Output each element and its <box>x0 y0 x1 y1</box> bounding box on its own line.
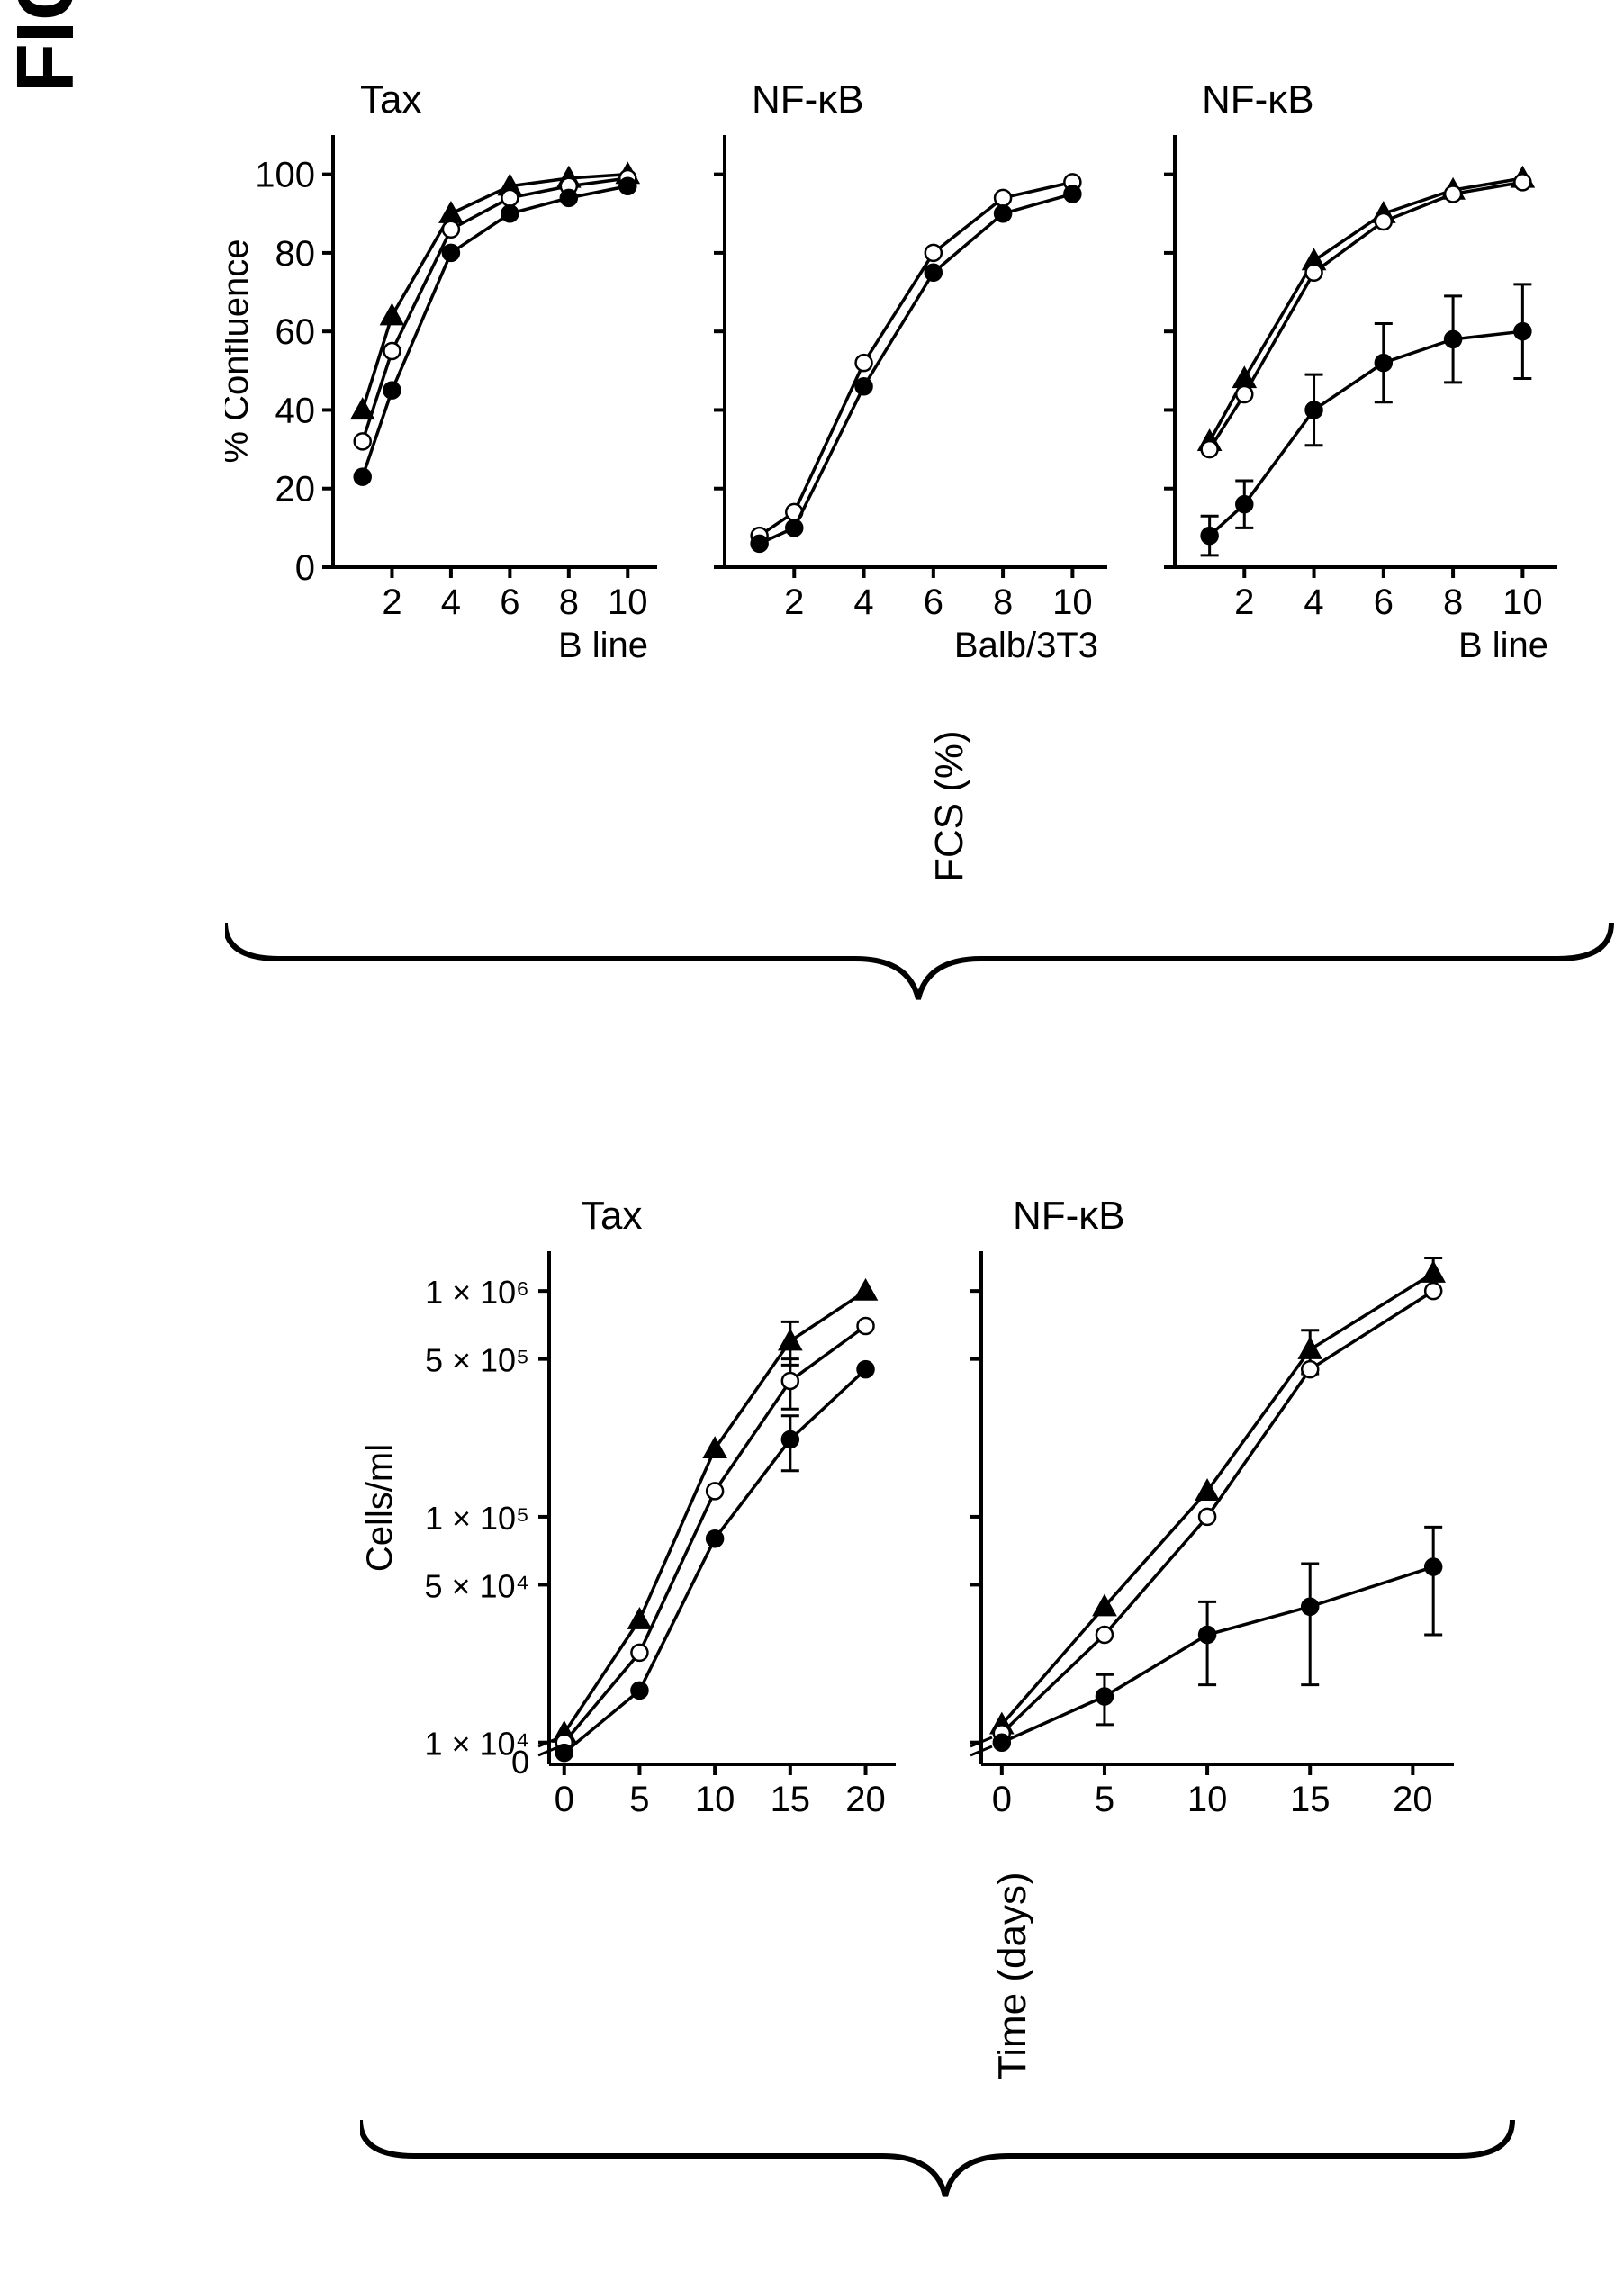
svg-text:10: 10 <box>608 582 648 622</box>
svg-text:20: 20 <box>845 1780 886 1819</box>
svg-text:5: 5 <box>629 1780 649 1819</box>
svg-text:6: 6 <box>924 582 943 622</box>
svg-text:Balb/3T3: Balb/3T3 <box>954 626 1098 665</box>
svg-text:15: 15 <box>771 1780 811 1819</box>
svg-text:10: 10 <box>1052 582 1093 622</box>
svg-text:5: 5 <box>1095 1780 1114 1819</box>
x-label-a: FCS (%) <box>927 730 972 882</box>
svg-text:% Confluence: % Confluence <box>225 239 256 463</box>
panel-b-1: Tax1 × 10⁴5 × 10⁴1 × 10⁵5 × 10⁵1 × 10⁶00… <box>360 1170 918 1890</box>
svg-text:6: 6 <box>500 582 519 622</box>
svg-text:80: 80 <box>275 234 316 274</box>
svg-text:15: 15 <box>1290 1780 1331 1819</box>
svg-text:2: 2 <box>1234 582 1254 622</box>
svg-text:2: 2 <box>382 582 401 622</box>
figure-b-label: FIG. 4B <box>0 0 93 93</box>
svg-text:8: 8 <box>559 582 579 622</box>
svg-text:NF-κB: NF-κB <box>1202 77 1314 122</box>
svg-text:Cells/ml: Cells/ml <box>360 1444 400 1572</box>
svg-text:10: 10 <box>1502 582 1543 622</box>
svg-text:1 × 10⁶: 1 × 10⁶ <box>425 1274 529 1311</box>
panel-a-2: NF-κB 2 4 6 8 10 Balb/3T3 <box>675 54 1125 702</box>
svg-text:B line: B line <box>558 626 648 665</box>
panel-a-3: NF-κB 2 4 6 8 10 B line <box>1125 54 1575 702</box>
x-label-b: Time (days) <box>990 1872 1035 2079</box>
brace-b <box>360 2106 1530 2250</box>
brace-a <box>225 909 1620 1053</box>
svg-text:Tax: Tax <box>581 1194 642 1238</box>
svg-text:Tax: Tax <box>360 77 421 122</box>
svg-text:100: 100 <box>255 156 315 195</box>
svg-text:10: 10 <box>1187 1780 1228 1819</box>
svg-text:1 × 10⁵: 1 × 10⁵ <box>425 1500 529 1537</box>
svg-text:8: 8 <box>993 582 1013 622</box>
svg-text:NF-κB: NF-κB <box>752 77 864 122</box>
svg-text:6: 6 <box>1374 582 1394 622</box>
svg-text:8: 8 <box>1443 582 1463 622</box>
svg-text:40: 40 <box>275 391 316 430</box>
svg-text:4: 4 <box>853 582 873 622</box>
svg-text:4: 4 <box>1304 582 1323 622</box>
svg-text:20: 20 <box>275 470 316 510</box>
panel-b-2: NF-κB 0 5 10 15 20 <box>918 1170 1476 1890</box>
panel-a-1: Tax 0 20 40 60 80 100 2468 10 % Confluence B line <box>225 54 675 702</box>
row-b: Tax1 × 10⁴5 × 10⁴1 × 10⁵5 × 10⁵1 × 10⁶00… <box>360 1170 1476 1890</box>
svg-text:60: 60 <box>275 312 316 352</box>
svg-text:2: 2 <box>784 582 804 622</box>
svg-text:5 × 10⁴: 5 × 10⁴ <box>424 1567 529 1604</box>
svg-text:20: 20 <box>1393 1780 1433 1819</box>
row-a: Tax020406080100246810% ConfluenceB line … <box>225 54 1575 702</box>
svg-text:10: 10 <box>695 1780 735 1819</box>
svg-text:5 × 10⁵: 5 × 10⁵ <box>425 1342 529 1379</box>
svg-text:NF-κB: NF-κB <box>1013 1194 1125 1238</box>
svg-text:0: 0 <box>511 1744 529 1781</box>
svg-text:0: 0 <box>555 1780 574 1819</box>
svg-text:B line: B line <box>1458 626 1548 665</box>
svg-text:0: 0 <box>295 548 315 588</box>
svg-text:4: 4 <box>441 582 461 622</box>
svg-text:0: 0 <box>992 1780 1012 1819</box>
page: FIG. 4A FIG. 4B Tax020406080100246810% C… <box>0 0 1624 2273</box>
